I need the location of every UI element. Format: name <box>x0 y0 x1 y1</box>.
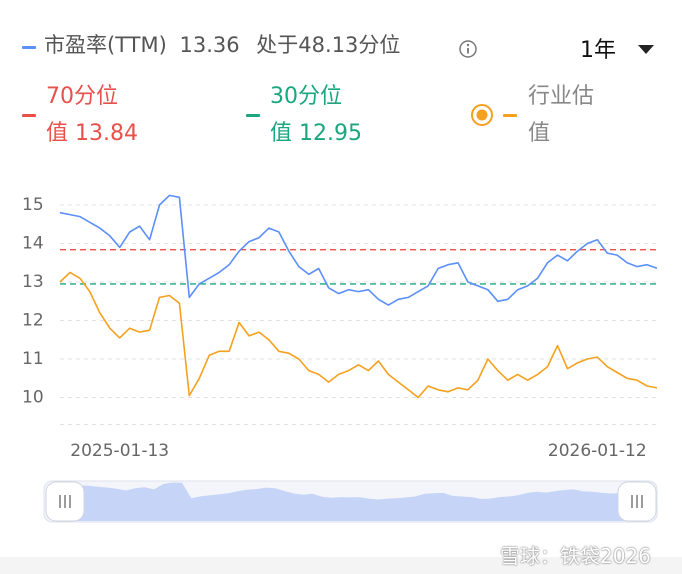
legend-value: 值 13.84 <box>46 121 138 146</box>
y-tick-label: 12 <box>22 311 44 331</box>
legend-radio[interactable] <box>470 103 494 127</box>
current-value: 13.36 <box>179 33 240 57</box>
x-tick-label: 2026-01-12 <box>548 441 647 461</box>
watermark: 雪球：铁袋2026 <box>500 544 651 568</box>
footer-band <box>0 557 682 574</box>
legend-label: 30分位 <box>270 84 342 109</box>
series-line <box>59 271 658 399</box>
legend-label: 70分位 <box>46 84 118 109</box>
info-icon[interactable] <box>458 39 478 59</box>
legend-item: 70分位 值 13.84 <box>46 78 138 152</box>
series-line <box>59 194 658 306</box>
legend-swatch <box>246 114 260 117</box>
legend-swatch <box>503 114 517 117</box>
y-tick-label: 14 <box>22 234 44 254</box>
legend-label: 行业估值 <box>528 84 595 146</box>
legend-label: 市盈率(TTM) <box>44 33 167 57</box>
y-tick-label: 13 <box>22 272 44 292</box>
percentile-text: 处于48.13分位 <box>256 33 401 57</box>
legend-value: 值 12.95 <box>270 121 362 146</box>
legend-item: 30分位 值 12.95 <box>270 78 362 152</box>
legend-swatch <box>22 46 36 49</box>
y-tick-label: 10 <box>22 388 44 408</box>
dropdown-arrow[interactable] <box>637 44 655 56</box>
legend-row: 市盈率(TTM) 13.36 处于48.13分位 <box>44 29 400 59</box>
y-tick-label: 15 <box>22 195 44 215</box>
legend-swatch <box>22 114 36 117</box>
x-tick-label: 2025-01-13 <box>70 441 169 461</box>
period-select[interactable]: 1年 <box>580 38 616 63</box>
y-tick-label: 11 <box>22 349 44 369</box>
navigator-area <box>70 482 630 521</box>
